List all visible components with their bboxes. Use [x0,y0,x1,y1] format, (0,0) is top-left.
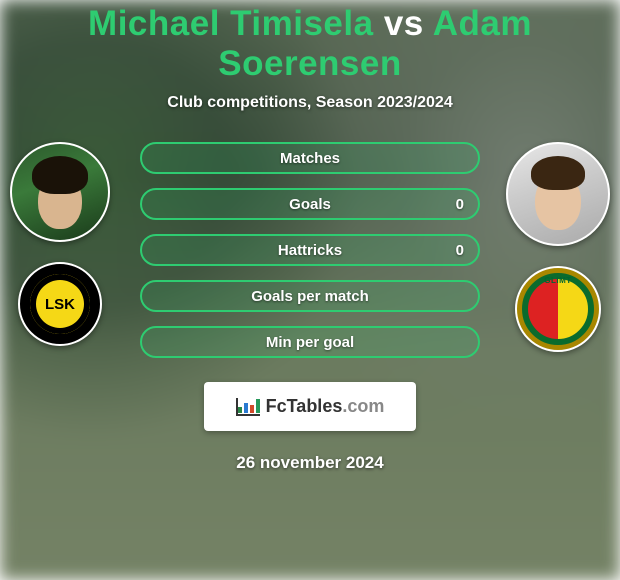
player2-club-badge [515,266,601,352]
stat-bar-goals-per-match: Goals per match [140,280,480,312]
left-player-column [10,142,110,346]
comparison-area: Matches Goals 0 Hattricks 0 Goals per ma… [0,142,620,358]
player1-avatar [10,142,110,242]
stat-label: Matches [280,150,340,167]
infographic-content: Michael Timisela vs Adam Soerensen Club … [0,0,620,580]
player1-club-badge [18,262,102,346]
stat-right-value: 0 [456,242,464,259]
stat-label: Min per goal [266,334,354,351]
stat-bar-goals: Goals 0 [140,188,480,220]
stat-label: Goals [289,196,331,213]
chart-icon [236,398,260,416]
player1-name: Michael Timisela [88,4,374,43]
vs-text: vs [384,4,424,43]
stat-bar-matches: Matches [140,142,480,174]
logo-domain: .com [342,396,384,416]
source-logo: FcTables.com [204,382,417,431]
stat-bar-hattricks: Hattricks 0 [140,234,480,266]
infographic-date: 26 november 2024 [236,453,383,473]
stat-right-value: 0 [456,196,464,213]
logo-text: FcTables.com [266,396,385,417]
stat-label: Hattricks [278,242,342,259]
stat-bar-min-per-goal: Min per goal [140,326,480,358]
player2-avatar [506,142,610,246]
stat-bars: Matches Goals 0 Hattricks 0 Goals per ma… [140,142,480,358]
right-player-column [506,142,610,352]
subtitle: Club competitions, Season 2023/2024 [167,94,452,112]
comparison-title: Michael Timisela vs Adam Soerensen [0,4,620,84]
logo-main: FcTables [266,396,343,416]
stat-label: Goals per match [251,288,369,305]
